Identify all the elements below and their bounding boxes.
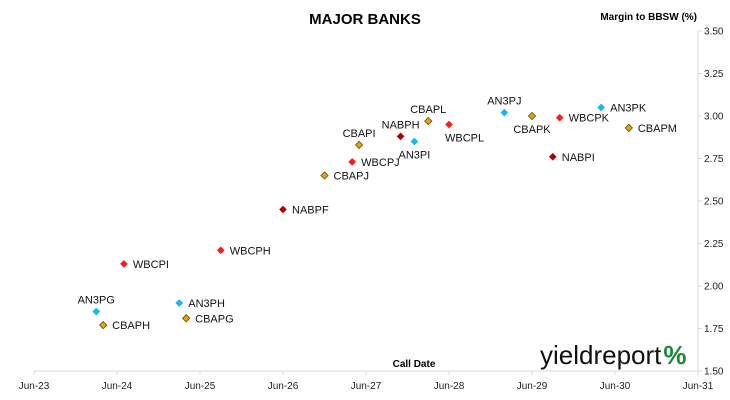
y-axis-label: Margin to BBSW (%) (600, 12, 697, 23)
yieldreport-logo: yieldreport% (540, 340, 687, 371)
x-tick-label: Jun-24 (102, 381, 133, 392)
data-points: AN3PG CBAPH WBCPI AN3PH CBAPG WBCPH NABPF CBAPJ… (78, 96, 677, 333)
y-tick-label: 3.50 (704, 27, 724, 38)
point-label-an3pg: AN3PG (78, 295, 115, 307)
point-label-cbapj: CBAPJ (334, 171, 369, 183)
point-wbcpi (119, 259, 128, 268)
point-label-wbcph: WBCPH (230, 245, 271, 257)
y-tick-label: 2.75 (704, 154, 724, 165)
x-tick-label: Jun-30 (600, 381, 631, 392)
y-tick-label: 2.50 (704, 197, 724, 208)
point-cbapg (182, 314, 191, 323)
y-tick-label: 1.50 (704, 367, 724, 378)
point-label-cbapl: CBAPL (410, 104, 446, 116)
x-axis-label: Call Date (393, 359, 436, 370)
point-wbcpk (555, 113, 564, 122)
x-tick-label: Jun-29 (517, 381, 548, 392)
y-tick-label: 2.25 (704, 239, 724, 250)
y-tick-label: 2.00 (704, 282, 724, 293)
point-cbapk (527, 111, 537, 121)
y-tick-label: 1.75 (704, 324, 724, 335)
point-nabpf (279, 205, 287, 214)
point-an3pk (597, 103, 606, 112)
logo-percent: % (663, 340, 687, 370)
point-label-cbapg: CBAPG (195, 313, 234, 325)
y-tick-label: 3.25 (704, 69, 724, 80)
point-label-cbapi: CBAPI (343, 128, 376, 140)
point-label-wbcpl: WBCPL (445, 133, 484, 145)
point-label-cbapk: CBAPK (513, 124, 551, 136)
point-label-an3pi: AN3PI (399, 150, 431, 162)
point-label-nabpi: NABPI (562, 152, 595, 164)
point-cbapi (354, 140, 364, 150)
x-tick-label: Jun-28 (434, 381, 465, 392)
point-an3pi (410, 137, 419, 146)
point-label-wbcpk: WBCPK (569, 113, 610, 125)
point-wbcpl (445, 120, 453, 129)
point-wbcph (216, 246, 225, 255)
point-cbapj (320, 171, 329, 180)
point-cbaph (99, 320, 108, 330)
point-label-nabph: NABPH (382, 119, 420, 131)
point-label-wbcpj: WBCPJ (361, 157, 400, 169)
point-label-wbcpi: WBCPI (133, 259, 169, 271)
point-label-cbapm: CBAPM (638, 123, 677, 135)
logo-text: yieldreport (540, 340, 662, 370)
point-label-cbaph: CBAPH (112, 320, 150, 332)
x-tick-label: Jun-23 (19, 381, 50, 392)
y-tick-label: 3.00 (704, 112, 724, 123)
point-an3ph (175, 299, 184, 307)
point-cbapl (424, 116, 433, 126)
x-tick-label: Jun-26 (268, 381, 299, 392)
x-tick-label: Jun-27 (351, 381, 382, 392)
point-nabph (396, 132, 405, 141)
point-cbapm (624, 123, 633, 133)
x-tick-label: Jun-25 (185, 381, 216, 392)
point-an3pg (92, 307, 101, 316)
point-wbcpj (348, 157, 357, 166)
point-label-an3ph: AN3PH (188, 298, 225, 310)
point-label-an3pk: AN3PK (610, 103, 647, 115)
chart-title: MAJOR BANKS (309, 11, 421, 28)
x-tick-label: Jun-31 (683, 381, 714, 392)
point-nabpi (548, 152, 557, 161)
axes: 1.50 1.75 2.00 2.25 2.50 2.75 3.00 3.25 3.50 Jun-… (19, 27, 724, 393)
point-label-nabpf: NABPF (292, 205, 329, 217)
point-label-an3pj: AN3PJ (487, 96, 521, 108)
point-an3pj (500, 108, 509, 117)
